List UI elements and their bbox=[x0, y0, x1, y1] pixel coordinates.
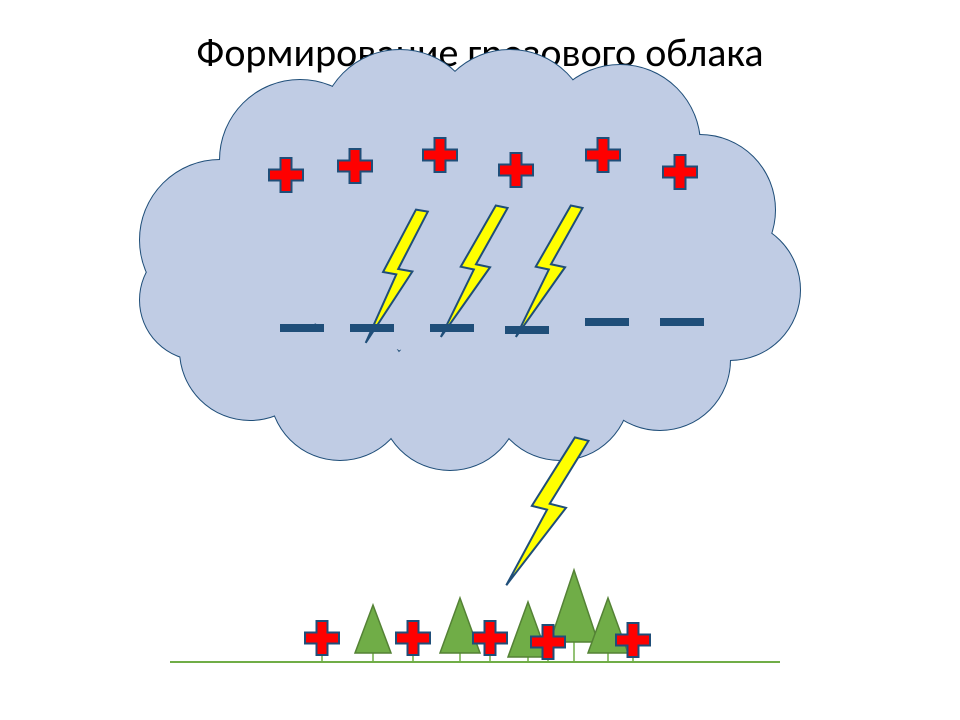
diagram-svg bbox=[0, 0, 960, 720]
diagram-stage: Формирование грозового облака bbox=[0, 0, 960, 720]
